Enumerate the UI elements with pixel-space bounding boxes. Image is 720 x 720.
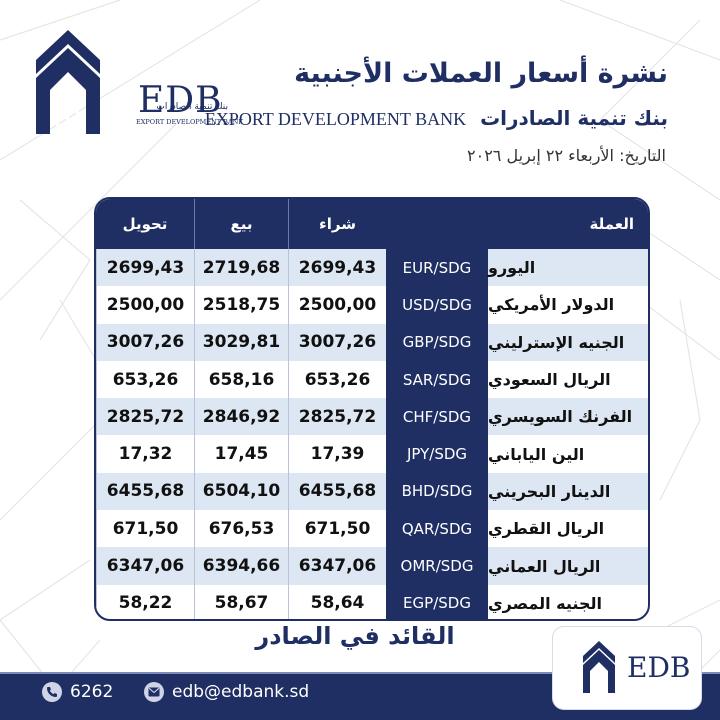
rate-buy: 58,64 (288, 584, 386, 619)
rate-buy: 2699,43 (288, 249, 386, 287)
rate-transfer: 2699,43 (96, 249, 194, 287)
bank-name-line: EXPORT DEVELOPMENT BANK بنك تنمية الصادر… (205, 106, 668, 130)
rate-buy: 653,26 (288, 360, 386, 399)
table-row: 58,22 58,67 58,64 EGP/SDG الجنيه المصري (96, 584, 648, 619)
bank-name-en: EXPORT DEVELOPMENT BANK (204, 109, 467, 129)
rate-sell: 2846,92 (194, 398, 288, 436)
logo-text-en: EXPORT DEVELOPMENT BANK (136, 118, 244, 126)
rate-sell: 676,53 (194, 510, 288, 548)
currency-pair: GBP/SDG (386, 323, 488, 361)
rate-sell: 17,45 (194, 435, 288, 473)
header-transfer: تحويل (122, 215, 168, 233)
currency-pair: USD/SDG (386, 286, 488, 324)
currency-pair: SAR/SDG (386, 360, 488, 399)
rate-buy: 2825,72 (288, 398, 386, 436)
rate-transfer: 58,22 (96, 584, 194, 619)
rate-sell: 658,16 (194, 360, 288, 399)
table-row: 3007,26 3029,81 3007,26 GBP/SDG الجنيه الإست… (96, 323, 648, 361)
rate-buy: 6455,68 (288, 472, 386, 511)
currency-pair: EGP/SDG (386, 584, 488, 619)
rate-sell: 2719,68 (194, 249, 288, 287)
footer-phone[interactable]: 6262 (42, 682, 113, 702)
badge-text: EDB (627, 651, 691, 684)
rate-sell: 6394,66 (194, 547, 288, 585)
currency-name: الريال السعودي (488, 370, 611, 390)
rate-buy: 3007,26 (288, 323, 386, 361)
rate-sell: 6504,10 (194, 472, 288, 511)
rate-transfer: 3007,26 (96, 323, 194, 361)
rate-buy: 17,39 (288, 435, 386, 473)
rate-sell: 3029,81 (194, 323, 288, 361)
bulletin-date: التاريخ: الأربعاء ٢٢ إبريل ٢٠٢٦ (467, 146, 666, 165)
page-title: نشرة أسعار العملات الأجنبية (294, 58, 668, 89)
rate-transfer: 6347,06 (96, 547, 194, 585)
rate-transfer: 6455,68 (96, 472, 194, 511)
currency-pair: EUR/SDG (386, 249, 488, 287)
logo-text-ar: بنك تنمية الصادرات (156, 102, 228, 112)
footer-email[interactable]: edb@edbank.sd (144, 682, 309, 702)
header-currency: العملة (589, 215, 634, 233)
header-pair-blank (386, 199, 488, 249)
edb-logo-mark-icon (36, 30, 100, 134)
rate-transfer: 653,26 (96, 360, 194, 399)
table-row: 671,50 676,53 671,50 QAR/SDG الريال القطري (96, 510, 648, 548)
currency-pair: QAR/SDG (386, 510, 488, 548)
email-icon (144, 682, 164, 702)
table-row: 6455,68 6504,10 6455,68 BHD/SDG الدينار البح… (96, 472, 648, 511)
rate-transfer: 671,50 (96, 510, 194, 548)
table-body: 2699,43 2719,68 2699,43 EUR/SDG اليورو 2500,0… (96, 249, 648, 619)
tagline: القائد في الصادر (255, 622, 455, 650)
currency-pair: CHF/SDG (386, 398, 488, 436)
edb-logo: EDB بنك تنمية الصادرات EXPORT DEVELOPMEN… (30, 28, 243, 138)
currency-name: الريال العماني (488, 547, 648, 585)
table-header: تحويل بيع شراء العملة (96, 199, 648, 249)
table-row: 2699,43 2719,68 2699,43 EUR/SDG اليورو (96, 249, 648, 287)
exchange-rates-table: تحويل بيع شراء العملة 2699,43 2719,68 2699… (94, 197, 650, 621)
table-row: 17,32 17,45 17,39 JPY/SDG الين الياباني (96, 435, 648, 473)
header-buy: شراء (288, 199, 386, 249)
currency-name: اليورو (488, 249, 648, 287)
rate-sell: 58,67 (194, 584, 288, 619)
rate-sell: 2518,75 (194, 286, 288, 324)
header-sell: بيع (194, 199, 288, 249)
currency-name: الدولار الأمريكي (488, 295, 615, 315)
table-row: 2825,72 2846,92 2825,72 CHF/SDG الفرنك السوي… (96, 398, 648, 436)
bank-name-ar: بنك تنمية الصادرات (480, 106, 668, 130)
currency-pair: OMR/SDG (386, 547, 488, 585)
rate-transfer: 17,32 (96, 435, 194, 473)
phone-icon (42, 682, 62, 702)
currency-name: الدينار البحريني (488, 472, 648, 511)
currency-pair: JPY/SDG (386, 435, 488, 473)
edb-badge-mark-icon (583, 641, 615, 693)
rate-transfer: 2500,00 (96, 286, 194, 324)
currency-pair: BHD/SDG (386, 472, 488, 511)
currency-name: الين الياباني (488, 444, 585, 464)
rate-buy: 2500,00 (288, 286, 386, 324)
footer-edb-badge: EDB (552, 626, 702, 710)
table-row: 653,26 658,16 653,26 SAR/SDG الريال السعودي (96, 360, 648, 399)
currency-name: الجنيه الإسترليني (488, 323, 648, 361)
currency-name: الريال القطري (488, 519, 605, 539)
currency-name: الفرنك السويسري (488, 398, 648, 436)
currency-name: الجنيه المصري (488, 593, 602, 613)
logo-text: EDB (138, 80, 223, 121)
rate-buy: 671,50 (288, 510, 386, 548)
rate-buy: 6347,06 (288, 547, 386, 585)
table-row: 2500,00 2518,75 2500,00 USD/SDG الدولار الأم… (96, 286, 648, 324)
table-row: 6347,06 6394,66 6347,06 OMR/SDG الريال العما… (96, 547, 648, 585)
email-address: edb@edbank.sd (172, 682, 310, 702)
phone-number: 6262 (70, 682, 114, 702)
rate-transfer: 2825,72 (96, 398, 194, 436)
